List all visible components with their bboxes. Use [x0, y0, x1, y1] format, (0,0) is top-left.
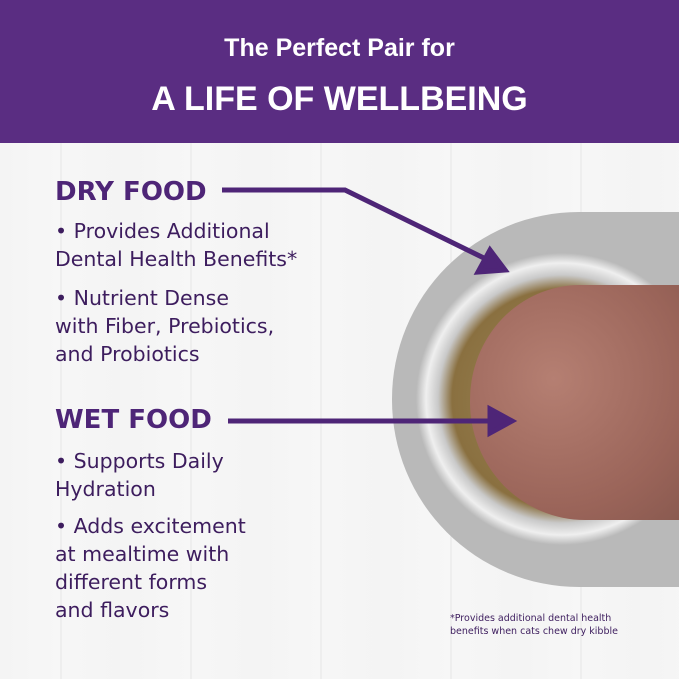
wet-bullet: and flavors: [55, 598, 170, 622]
header-banner: The Perfect Pair for A LIFE OF WELLBEING: [0, 0, 679, 143]
footnote-line: benefits when cats chew dry kibble: [450, 626, 618, 637]
wet-bullet: different forms: [55, 570, 208, 594]
banner-subtitle: The Perfect Pair for: [224, 34, 455, 62]
wet-bullet: • Supports Daily: [55, 449, 224, 473]
banner-title: A LIFE OF WELLBEING: [151, 80, 528, 118]
footnote: *Provides additional dental health benef…: [450, 612, 618, 638]
dry-arrow-head: [473, 245, 510, 275]
dry-bullet: with Fiber, Prebiotics,: [55, 314, 275, 338]
dry-bullet: • Provides Additional: [55, 219, 270, 243]
wet-bullet: • Adds excitement: [55, 514, 246, 538]
footnote-line: *Provides additional dental health: [450, 613, 612, 624]
dry-food-heading: DRY FOOD: [55, 177, 207, 207]
dry-arrow: [222, 187, 494, 265]
dry-bullet: • Nutrient Dense: [55, 286, 229, 310]
wet-food-heading: WET FOOD: [55, 405, 212, 435]
wet-food-image: [470, 285, 679, 520]
dry-bullet: Dental Health Benefits*: [55, 247, 298, 271]
wet-bullet: at mealtime with: [55, 542, 230, 566]
wet-arrow-head: [487, 404, 518, 438]
wet-bullet: Hydration: [55, 477, 156, 501]
dry-bullet: and Probiotics: [55, 342, 200, 366]
